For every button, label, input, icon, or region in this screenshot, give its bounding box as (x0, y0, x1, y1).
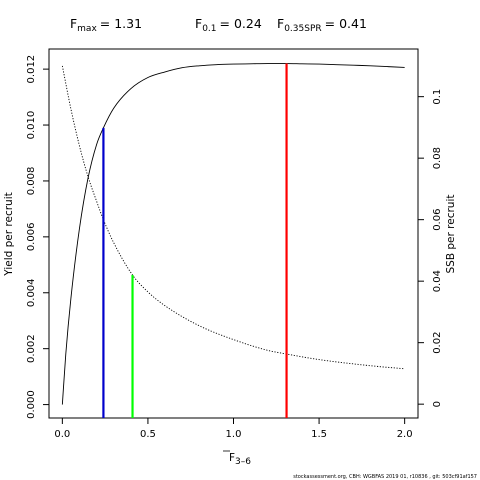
title-f35-value: = 0.41 (325, 16, 367, 31)
title-f01-value: = 0.24 (220, 16, 262, 31)
right-y-tick-label: 0.08 (432, 147, 443, 169)
series-group (61, 63, 405, 405)
left-y-axis: 0.000 0.002 0.004 0.006 0.008 0.010 0.012 (26, 55, 49, 419)
chart-title: Fmax = 1.31 (70, 16, 142, 34)
left-y-tick-label: 0.000 (26, 390, 37, 419)
left-y-tick-label: 0.008 (26, 167, 37, 196)
left-y-tick-label: 0.004 (26, 278, 37, 307)
left-y-tick-label: 0.006 (26, 223, 37, 252)
x-tick-label: 2.0 (397, 429, 413, 440)
x-tick-label: 0.5 (140, 429, 156, 440)
title-f01: F0.1 = 0.24 (195, 16, 262, 34)
title-f01-sub: 0.1 (202, 24, 216, 34)
title-f35-label: F (277, 16, 284, 31)
x-axis-label: F3–6 (229, 452, 251, 467)
x-tick-label: 1.5 (311, 429, 327, 440)
right-y-tick-label: 0.06 (432, 209, 443, 231)
reference-lines (102, 63, 288, 418)
title-f01-label: F (195, 16, 202, 31)
right-y-tick-label: 0.1 (432, 89, 443, 105)
title-fmax-sub: max (77, 24, 97, 34)
left-y-axis-label: Yield per recruit (3, 192, 15, 276)
left-y-tick-label: 0.002 (26, 334, 37, 363)
title-f35-sub: 0.35SPR (284, 24, 321, 34)
ssb-per-recruit-line (61, 65, 405, 370)
title-fmax-value: = 1.31 (100, 16, 142, 31)
x-axis-label-sub: 3–6 (235, 457, 251, 467)
title-fmax-label: F (70, 16, 77, 31)
x-tick-label: 1.0 (226, 429, 242, 440)
right-y-tick-label: 0.02 (432, 332, 443, 354)
right-y-axis-label: SSB per recruit (445, 195, 457, 274)
footer-credit: stockassessment.org, CBH: WGBFAS 2019 01… (293, 474, 477, 480)
right-y-tick-label: 0 (432, 401, 443, 407)
left-y-tick-label: 0.010 (26, 111, 37, 140)
yield-per-recruit-line (61, 63, 405, 405)
x-tick-label: 0.0 (54, 429, 70, 440)
title-f35: F0.35SPR = 0.41 (277, 16, 367, 34)
x-axis-label-main: F (229, 452, 235, 464)
right-y-axis: 0 0.02 0.04 0.06 0.08 0.1 (418, 89, 443, 407)
x-axis: 0.0 0.5 1.0 1.5 2.0 (54, 418, 413, 440)
right-y-tick-label: 0.04 (432, 270, 443, 292)
left-y-tick-label: 0.012 (26, 55, 37, 84)
